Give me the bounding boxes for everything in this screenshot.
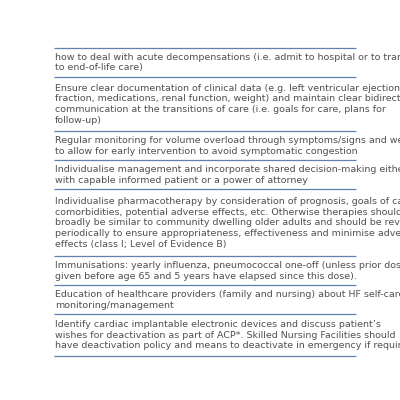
Text: Immunisations: yearly influenza, pneumococcal one-off (unless prior dose
given b: Immunisations: yearly influenza, pneumoc… (55, 261, 400, 281)
Text: Ensure clear documentation of clinical data (e.g. left ventricular ejection
frac: Ensure clear documentation of clinical d… (55, 84, 400, 125)
Text: how to deal with acute decompensations (i.e. admit to hospital or to transition
: how to deal with acute decompensations (… (55, 53, 400, 72)
Text: Regular monitoring for volume overload through symptoms/signs and weights
to all: Regular monitoring for volume overload t… (55, 136, 400, 156)
Text: Education of healthcare providers (family and nursing) about HF self-care/
monit: Education of healthcare providers (famil… (55, 290, 400, 310)
Text: Individualise management and incorporate shared decision-making either
with capa: Individualise management and incorporate… (55, 165, 400, 185)
Text: Individualise pharmacotherapy by consideration of prognosis, goals of care,
como: Individualise pharmacotherapy by conside… (55, 197, 400, 249)
Text: Identify cardiac implantable electronic devices and discuss patient’s
wishes for: Identify cardiac implantable electronic … (55, 320, 400, 350)
